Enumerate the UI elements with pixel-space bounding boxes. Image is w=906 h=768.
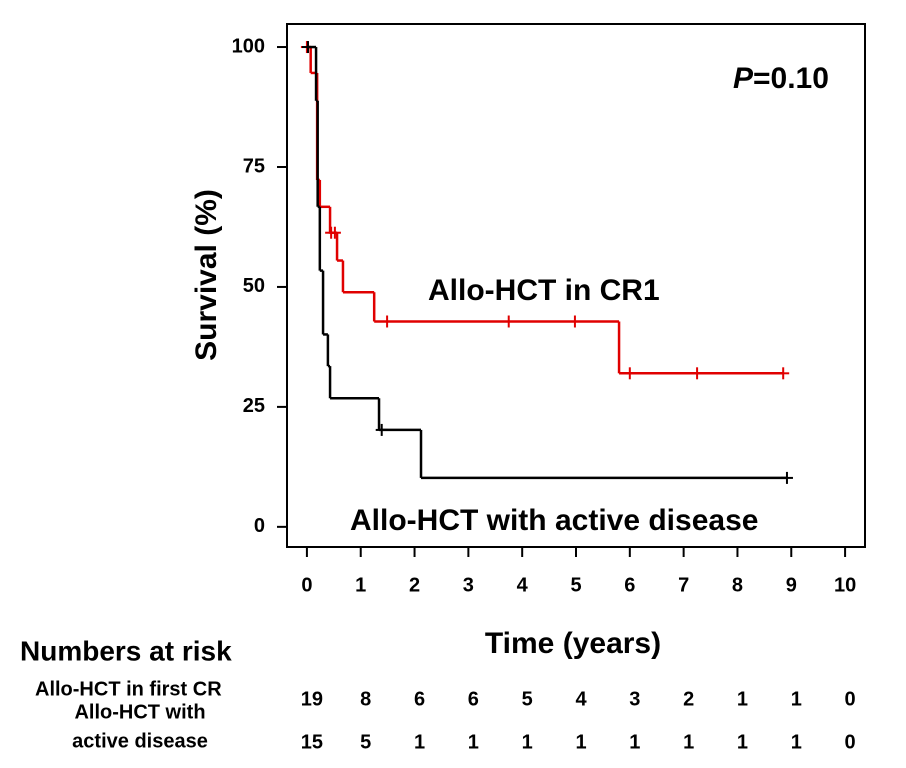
x-tick-label: 5 xyxy=(570,574,581,596)
p-rest: =0.10 xyxy=(753,62,829,95)
risk-row-label: Allo-HCT with xyxy=(74,701,205,723)
x-tick-label: 8 xyxy=(732,574,743,596)
risk-value: 1 xyxy=(683,731,694,753)
x-tick-label: 2 xyxy=(409,574,420,596)
censor-mark xyxy=(328,226,341,239)
x-tick-label: 4 xyxy=(517,574,529,596)
risk-value: 1 xyxy=(791,731,802,753)
risk-value: 1 xyxy=(522,731,533,753)
y-tick-label: 100 xyxy=(232,35,265,57)
x-tick-label: 7 xyxy=(678,574,689,596)
x-tick-label: 6 xyxy=(624,574,635,596)
y-tick-label: 25 xyxy=(243,395,265,417)
risk-value: 3 xyxy=(629,688,640,710)
censor-mark xyxy=(623,367,636,380)
risk-value: 2 xyxy=(683,688,694,710)
x-tick-label: 9 xyxy=(786,574,797,596)
risk-value: 1 xyxy=(629,731,640,753)
censor-mark xyxy=(301,41,314,54)
risk-value: 4 xyxy=(575,688,587,710)
y-tick-label: 75 xyxy=(243,155,265,177)
censor-mark xyxy=(691,367,704,380)
y-axis-label: Survival (%) xyxy=(190,189,223,361)
risk-value: 5 xyxy=(522,688,533,710)
censor-mark xyxy=(375,423,388,436)
risk-row-label: Allo-HCT in first CR xyxy=(35,678,222,700)
x-tick-label: 3 xyxy=(463,574,474,596)
risk-value: 6 xyxy=(468,688,479,710)
x-tick-label: 0 xyxy=(301,574,312,596)
p-italic: P xyxy=(733,62,754,95)
series-label: Allo-HCT with active disease xyxy=(350,504,758,537)
risk-value: 1 xyxy=(468,731,479,753)
risk-value: 15 xyxy=(301,731,323,753)
series-label: Allo-HCT in CR1 xyxy=(428,274,660,307)
x-tick-label: 10 xyxy=(834,574,856,596)
risk-value: 6 xyxy=(414,688,425,710)
risk-row-label: active disease xyxy=(72,730,208,752)
censor-mark xyxy=(780,471,793,484)
y-tick-label: 0 xyxy=(254,515,265,537)
censor-mark xyxy=(568,315,581,328)
risk-value: 19 xyxy=(301,688,323,710)
x-axis-label: Time (years) xyxy=(485,627,661,660)
risk-value: 1 xyxy=(414,731,425,753)
risk-table-title: Numbers at risk xyxy=(20,635,232,666)
y-tick-label: 50 xyxy=(243,275,265,297)
risk-value: 8 xyxy=(360,688,371,710)
censor-mark xyxy=(777,367,790,380)
p-value: P=0.10 xyxy=(733,62,829,95)
censor-mark xyxy=(502,315,515,328)
risk-value: 1 xyxy=(575,731,586,753)
censor-mark xyxy=(381,315,394,328)
risk-value: 5 xyxy=(360,731,371,753)
risk-value: 0 xyxy=(845,731,856,753)
risk-value: 1 xyxy=(737,731,748,753)
x-tick-label: 1 xyxy=(355,574,366,596)
risk-value: 1 xyxy=(737,688,748,710)
risk-value: 1 xyxy=(791,688,802,710)
risk-value: 0 xyxy=(845,688,856,710)
